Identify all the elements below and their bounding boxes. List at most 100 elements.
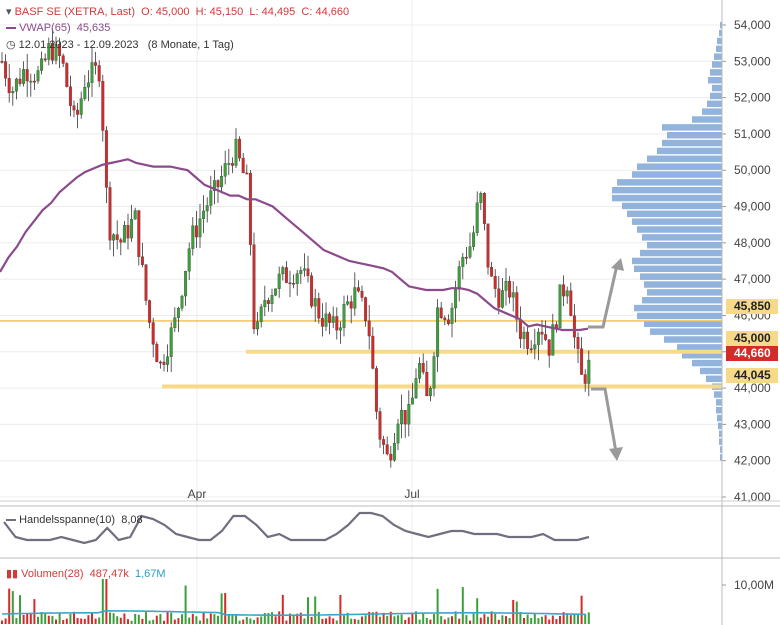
candle-up	[90, 62, 94, 83]
volume-bar	[375, 611, 378, 624]
volume-bar	[101, 579, 104, 624]
candle-down	[65, 63, 69, 87]
volume-bar	[530, 618, 533, 624]
volume-bar	[62, 620, 65, 624]
volume-bar	[83, 618, 86, 624]
candle-down	[108, 187, 112, 241]
volume-bar	[584, 614, 587, 624]
volume-y-label: 10,00M	[734, 578, 774, 592]
volume-profile-bar	[657, 147, 722, 155]
candle-down	[385, 444, 389, 455]
volume-profile-bar	[637, 163, 722, 170]
candle-down	[252, 244, 256, 330]
candle-up	[173, 317, 177, 328]
volume-bar	[339, 594, 342, 624]
volume-bar	[569, 615, 572, 624]
candle-down	[490, 267, 494, 277]
vwap-line	[0, 158, 589, 332]
volume-bar	[112, 613, 115, 624]
candle-down	[230, 163, 234, 166]
volume-bar	[490, 611, 493, 624]
volume-profile-bar	[627, 210, 722, 218]
clock-icon: ◷	[6, 39, 16, 51]
volume-profile-bar	[622, 202, 722, 210]
volume-bar	[393, 616, 396, 624]
volume-bar	[256, 617, 259, 624]
candle-down	[328, 313, 332, 323]
candle-up	[14, 78, 18, 92]
volume-bar	[217, 615, 219, 624]
volume-bar	[249, 618, 252, 624]
candle-up	[587, 359, 591, 384]
vwap-label: VWAP(65)	[19, 22, 71, 34]
volume-bar	[271, 612, 273, 624]
volume-profile-bar	[612, 194, 722, 202]
candle-up	[450, 307, 454, 325]
up-arrow-head	[611, 258, 624, 271]
volume-bar	[26, 613, 29, 624]
candle-down	[371, 335, 375, 369]
candle-down	[576, 337, 580, 349]
volume-bar	[87, 615, 90, 624]
y-tick-label: 43,000	[734, 417, 771, 431]
volume-bar	[562, 612, 565, 624]
volume-bar	[465, 615, 468, 624]
volume-bar	[368, 611, 371, 624]
volume-profile-bar	[714, 391, 722, 398]
volume-bar	[443, 619, 446, 624]
volume-profile-bar	[692, 116, 722, 123]
candle-up	[202, 210, 206, 219]
volume-bar	[98, 617, 101, 624]
volume-bar	[119, 617, 122, 624]
volume-bar	[238, 620, 241, 624]
candle-up	[338, 327, 342, 331]
collapse-icon[interactable]: ▾	[6, 6, 12, 18]
candle-up	[414, 378, 418, 399]
candle-up	[396, 423, 400, 444]
volume-profile-bar	[720, 446, 722, 453]
candle-down	[425, 372, 429, 397]
chart-title: BASF SE (XETRA, Last)	[14, 6, 136, 18]
candle-up	[191, 225, 195, 249]
volume-bar	[587, 612, 590, 624]
y-tick-label: 41,000	[734, 490, 771, 504]
x-tick-label: Jul	[404, 487, 419, 501]
volume-bar	[263, 613, 266, 624]
volume-bar	[33, 599, 36, 624]
candle-down	[104, 130, 108, 188]
volume-bar	[299, 612, 302, 624]
volume-bar	[447, 617, 450, 624]
volume-bar	[335, 620, 338, 624]
volume-bar	[544, 615, 547, 624]
candle-down	[144, 264, 148, 301]
candle-down	[310, 275, 314, 307]
volume-bar	[202, 612, 205, 624]
volume-bar	[332, 618, 335, 624]
candle-up	[36, 70, 40, 82]
volume-bar	[407, 617, 410, 624]
volume-bar	[501, 615, 504, 624]
candle-down	[508, 280, 512, 298]
volume-profile-bar	[640, 273, 722, 280]
candle-down	[4, 61, 8, 79]
volume-bar	[566, 613, 569, 624]
volume-bar	[94, 618, 97, 624]
candle-down	[266, 300, 270, 304]
volume-bar	[580, 595, 583, 624]
candle-up	[346, 301, 350, 305]
volume-bar	[346, 612, 349, 624]
price-label-last: 44,660	[726, 346, 778, 361]
candle-up	[79, 98, 83, 115]
candle-up	[551, 324, 555, 356]
candle-up	[536, 331, 540, 345]
candle-up	[133, 210, 137, 220]
candle-up	[11, 91, 15, 94]
candle-down	[464, 256, 468, 259]
volume-bar	[476, 598, 479, 624]
volume-bar	[206, 618, 209, 624]
candle-down	[364, 297, 368, 322]
candle-up	[468, 246, 472, 258]
volume-bar	[4, 618, 7, 624]
candle-up	[54, 44, 58, 61]
volume-profile-bar	[717, 37, 722, 45]
